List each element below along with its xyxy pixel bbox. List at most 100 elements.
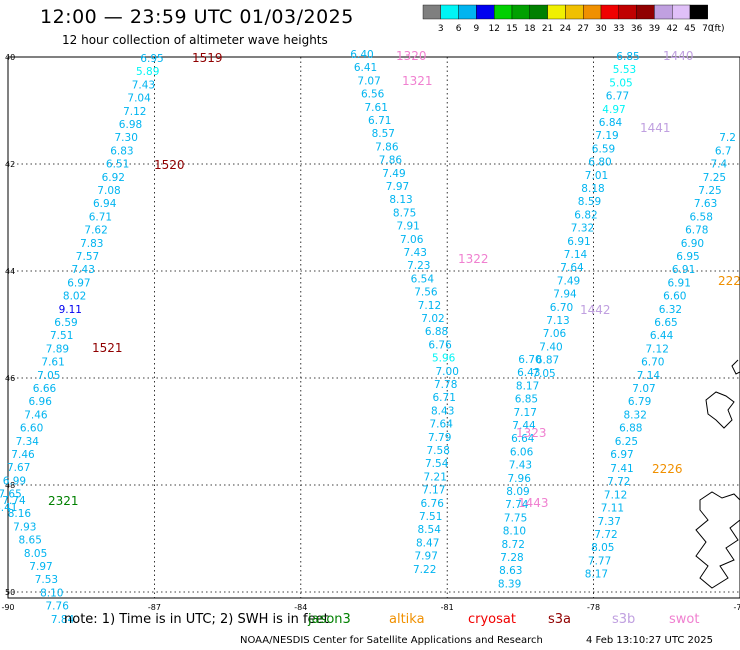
wave-height-value: 6.66	[33, 383, 57, 395]
wave-height-value: 6.96	[29, 396, 53, 408]
wave-height-value: 6.71	[89, 211, 112, 223]
wave-height-value: 7.63	[694, 198, 717, 210]
wave-height-value: 7.34	[16, 436, 40, 448]
wave-height-value: 6.71	[433, 392, 456, 404]
wave-height-value: 6.06	[510, 446, 534, 458]
wave-height-value: 7.00	[436, 366, 459, 378]
wave-height-value: 7.14	[637, 370, 661, 382]
wave-height-value: 8.32	[624, 409, 647, 421]
wave-height-value: 7.53	[35, 574, 58, 586]
wave-height-value: 7.61	[365, 102, 388, 114]
wave-height-value: 7.94	[553, 289, 577, 301]
wave-height-value: 7.23	[407, 260, 430, 272]
wave-height-value: 8.65	[19, 535, 42, 547]
wave-height-value: 8.05	[24, 548, 47, 560]
lat-axis-label: 44	[5, 267, 15, 276]
wave-height-value: 7.79	[428, 432, 451, 444]
wave-height-value: 8.57	[372, 128, 395, 140]
wave-height-value: 6.54	[411, 273, 435, 285]
wave-height-value: 7.86	[379, 155, 403, 167]
wave-height-value: 6.88	[425, 326, 448, 338]
wave-height-value: 4.97	[602, 104, 625, 116]
wave-height-value: 6.82	[574, 209, 597, 221]
pass-label: 1519	[192, 51, 223, 65]
wave-height-value: 7.14	[564, 249, 588, 261]
wave-height-value: 7.84	[51, 614, 75, 626]
wave-height-value: 6.43	[517, 367, 540, 379]
legend-item-s3b: s3b	[612, 612, 636, 627]
pass-label: 1443	[518, 496, 549, 510]
colorbar-tick-label: 6	[456, 24, 462, 34]
colorbar-tick-label: 70	[702, 24, 714, 34]
wave-height-value: 9.11	[59, 304, 82, 316]
colorbar-tick-label: 3	[438, 24, 444, 34]
wave-height-value: 6.60	[663, 291, 686, 303]
wave-height-value: 7.06	[543, 328, 567, 340]
wave-height-value: 7.17	[422, 485, 445, 497]
wave-height-value: 7.57	[76, 251, 99, 263]
track-1442: 1442	[580, 303, 611, 317]
track-1440: 6.855.535.05 6.774.976.847.196.59 6.807.01…	[532, 49, 693, 380]
colorbar-tick-label: 36	[631, 24, 643, 34]
wave-height-value: 7.72	[607, 476, 630, 488]
wave-height-value: 7.07	[632, 383, 655, 395]
track-1443: 1443	[518, 496, 549, 510]
colorbar-tick-label: 30	[595, 24, 607, 34]
wave-height-value: 8.17	[516, 380, 539, 392]
wave-height-value: 8.02	[63, 291, 86, 303]
wave-height-value: 6.85	[616, 51, 639, 63]
wave-height-value: 7.40	[539, 341, 562, 353]
wave-height-value: 7.97	[29, 561, 52, 573]
wave-height-value: 6.87	[536, 355, 559, 367]
wave-height-value: 5.96	[432, 353, 456, 365]
wave-height-value: 8.05	[591, 542, 614, 554]
wave-height-value: 6.59	[592, 143, 615, 155]
track-1441: 1441	[640, 121, 671, 135]
wave-height-value: 8.47	[416, 537, 439, 549]
lat-axis-label: 40	[5, 53, 15, 62]
wave-height-value: 8.63	[499, 565, 522, 577]
lon-axis-label: -81	[441, 603, 454, 612]
pass-label: 2226	[652, 462, 683, 476]
track-1519: 6.955.897.437.047.126.987.306.836.516.92…	[0, 51, 223, 514]
wave-height-value: 7.64	[560, 262, 584, 274]
pass-label: 1520	[154, 158, 185, 172]
lon-axis-label: -84	[294, 603, 307, 612]
wave-height-value: 7.61	[41, 357, 64, 369]
wave-height-value: 6.40	[350, 49, 373, 61]
wave-height-value: 7.43	[509, 460, 532, 472]
colorbar-tick-label: 45	[684, 24, 695, 34]
wave-height-value: 6.88	[619, 423, 642, 435]
legend-note: note: 1) Time is in UTC; 2) SWH is in fe…	[64, 612, 329, 627]
lon-axis-label: -78	[587, 603, 600, 612]
track-1521: 1521	[92, 341, 123, 355]
legend-item-s3a: s3a	[548, 612, 572, 627]
wave-height-value: 7.13	[546, 315, 569, 327]
wave-height-value: 6.95	[140, 53, 163, 65]
colorbar-legend: 3 6 9 12 15 18 21 24 27 30 33 36 39 42 45 70(ft)	[422, 4, 725, 34]
wave-height-value: 7.97	[386, 181, 409, 193]
wave-height-value: 8.10	[40, 587, 63, 599]
wave-height-value: 7.93	[13, 521, 36, 533]
lat-axis-label: 46	[5, 374, 15, 383]
track-1323: 6.706.438.17 6.857.177.446.646.06 7.437.96…	[498, 354, 547, 590]
wave-height-value: 7.51	[50, 330, 73, 342]
wave-height-value: 6.85	[515, 394, 538, 406]
lon-axis-label: -75	[733, 603, 740, 612]
wave-height-value: 7.97	[415, 551, 438, 563]
wave-height-value: 6.44	[650, 330, 674, 342]
wave-height-value: 7.56	[414, 287, 438, 299]
wave-height-value: 7.83	[80, 238, 103, 250]
wave-height-value: 6.80	[588, 157, 611, 169]
wave-height-value: 6.97	[610, 449, 633, 461]
wave-height-value: 7.2	[719, 132, 736, 144]
colorbar-tick-label: 15	[506, 24, 517, 34]
track-1321: 1321	[402, 74, 433, 88]
wave-height-value: 7.07	[357, 75, 380, 87]
wave-height-value: 7.67	[7, 462, 30, 474]
wave-height-value: 7.11	[601, 503, 624, 515]
wave-height-value: 7.46	[24, 409, 48, 421]
wave-height-value: 7.44	[512, 420, 536, 432]
